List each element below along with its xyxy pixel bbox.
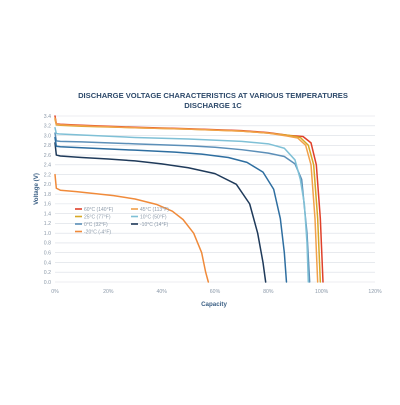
y-tick-label: 3.4 (44, 114, 51, 120)
x-tick-label: 120% (368, 289, 382, 295)
series-line (54, 136, 288, 283)
y-tick-label: 0.0 (44, 280, 51, 286)
y-tick-label: 0.6 (44, 251, 51, 257)
series-line (54, 115, 324, 283)
x-axis-ticks: 0% 20% 40% 60% 80% 100% 120% (51, 289, 382, 295)
x-tick-label: 60% (210, 289, 221, 295)
y-tick-label: 0.4 (44, 260, 51, 266)
y-tick-label: 0.8 (44, 241, 51, 247)
x-tick-label: 20% (103, 289, 114, 295)
y-tick-label: 1.6 (44, 202, 51, 208)
y-tick-label: 2.8 (44, 143, 51, 149)
series-line (54, 132, 311, 283)
legend-label: 60°C (140°F) (84, 207, 114, 213)
y-tick-label: 2.6 (44, 153, 51, 159)
legend-label: -20°C (-4°F) (84, 229, 111, 235)
legend-label: 45°C (113°F) (140, 207, 169, 213)
series-line (54, 118, 322, 283)
y-axis-ticks: 0.0 0.2 0.4 0.6 0.8 1.0 1.2 1.4 1.6 1.8 2.0 2.2 2.4 2… (44, 114, 51, 286)
y-tick-label: 1.4 (44, 211, 51, 217)
series-line (54, 142, 267, 283)
x-tick-label: 40% (156, 289, 167, 295)
series-line (54, 126, 310, 283)
legend-label: 0°C (32°F) (84, 222, 108, 228)
y-tick-label: 1.0 (44, 231, 51, 237)
series-line (54, 173, 210, 283)
y-tick-label: 2.4 (44, 163, 51, 169)
y-tick-label: 2.2 (44, 172, 51, 178)
series-lines (54, 115, 324, 283)
y-axis-label: Voltage (V) (33, 173, 40, 205)
x-tick-label: 100% (315, 289, 329, 295)
y-tick-label: 2.0 (44, 182, 51, 188)
x-axis-label: Capacity (201, 301, 227, 308)
series-line (54, 117, 319, 283)
x-tick-label: 80% (263, 289, 274, 295)
legend: 60°C (140°F)25°C (77°F) 0°C (32°F)-20°C (… (75, 207, 169, 235)
x-tick-label: 0% (51, 289, 59, 295)
chart-title: DISCHARGE VOLTAGE CHARACTERISTICS AT VAR… (78, 91, 348, 100)
y-tick-label: 0.2 (44, 270, 51, 276)
y-tick-label: 1.8 (44, 192, 51, 198)
legend-label: -10°C (14°F) (140, 222, 169, 228)
y-tick-label: 3.0 (44, 133, 51, 139)
y-tick-label: 3.2 (44, 124, 51, 130)
chart-subtitle: DISCHARGE 1C (184, 101, 242, 110)
y-tick-label: 1.2 (44, 221, 51, 227)
legend-label: 25°C (77°F) (84, 214, 111, 220)
legend-label: 10°C (50°F) (140, 214, 167, 220)
